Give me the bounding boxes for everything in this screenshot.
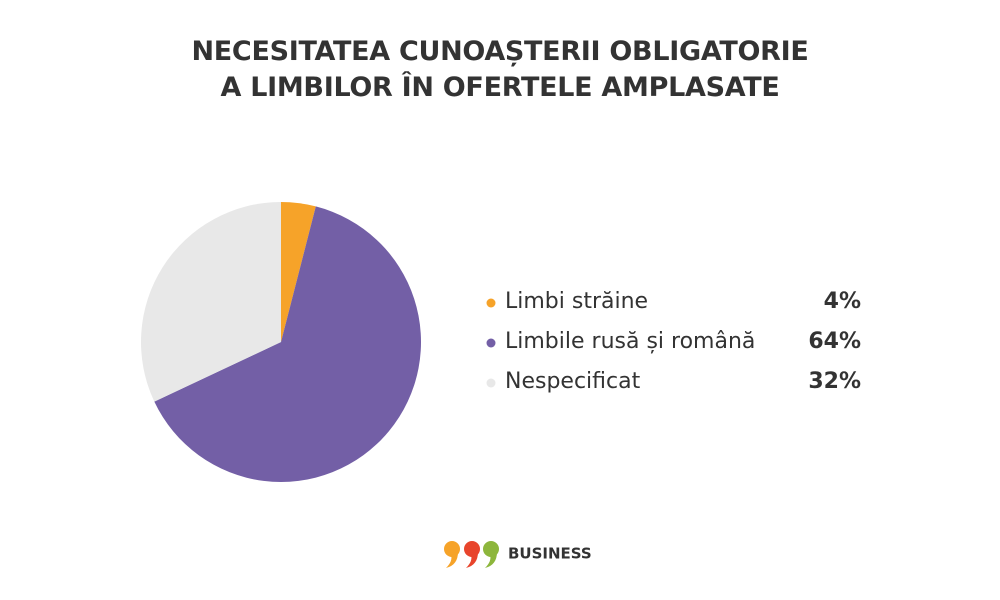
value-label: 32%	[808, 369, 861, 394]
legend-label: Limbile rusă și română	[505, 329, 755, 354]
pie-slice	[141, 201, 281, 402]
legend-label: Limbi străine	[505, 289, 648, 314]
logo	[444, 541, 499, 568]
value-label: 64%	[808, 329, 861, 354]
pie-slice	[281, 202, 316, 342]
legend-marker	[486, 298, 496, 308]
chart-title: NECESITATEA CUNOAȘTERII OBLIGATORIE A LI…	[191, 36, 809, 103]
brand: BUSINESS	[508, 545, 592, 563]
legend-label: Nespecificat	[505, 369, 641, 394]
value-label: 4%	[824, 289, 861, 314]
legend-marker	[486, 378, 496, 388]
legend-marker	[486, 338, 496, 348]
pie-slice	[154, 206, 421, 482]
